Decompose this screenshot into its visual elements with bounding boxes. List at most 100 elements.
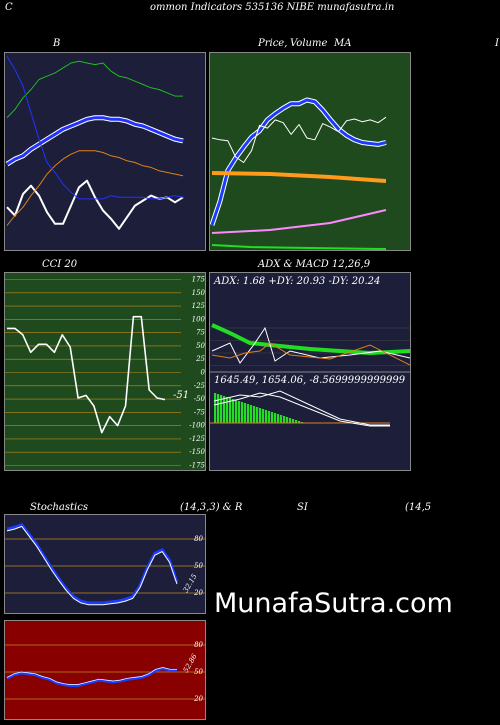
- macd-hist-bar: [250, 405, 253, 423]
- macd-hist-bar: [223, 396, 226, 423]
- rsi-tick-label: 80: [194, 641, 203, 649]
- macd-line: [213, 390, 390, 426]
- stoch-tick-label: 50: [194, 562, 203, 570]
- rsi-label-left: SI: [297, 502, 308, 513]
- watermark: MunafaSutra.com: [214, 588, 453, 619]
- macd-hist-bar: [292, 419, 295, 423]
- macd-hist-bar: [259, 408, 262, 423]
- macd-hist-bar: [286, 417, 289, 423]
- cci-tick-label: -100: [189, 422, 205, 430]
- stoch-panel: 80 50 20 32.15: [4, 514, 206, 614]
- stoch-k-line: [6, 523, 179, 605]
- macd-hist-bar: [280, 415, 283, 423]
- cci-tick-label: 75: [196, 329, 205, 337]
- price-ma-pink: [211, 209, 387, 234]
- price-line: [211, 116, 387, 163]
- price-label-b: Volume: [290, 38, 328, 49]
- price-ma-line: [210, 98, 387, 226]
- adx-chart: [210, 323, 410, 427]
- adx-label: ADX & MACD 12,26,9: [258, 259, 371, 270]
- macd-hist-bar: [220, 395, 223, 423]
- price-label-a: Price,: [258, 38, 288, 49]
- macd-hist-bar: [238, 401, 241, 423]
- cci-tick-label: -175: [189, 462, 205, 470]
- bb-series-4: [6, 56, 184, 200]
- stoch-tick-label: 20: [193, 589, 203, 597]
- cci-tick-label: 100: [192, 315, 206, 323]
- cci-panel: 175 150 125 100 75 50 25 0 -25 -50 -75 -100 -125 -150…: [4, 272, 206, 471]
- price-chart: [210, 97, 387, 250]
- adx-readout: ADX: 1.68 +DY: 20.93 -DY: 20.24: [214, 276, 381, 287]
- macd-readout: 1645.49, 1654.06, -8.5699999999999: [214, 375, 406, 386]
- bb-panel: [4, 52, 206, 251]
- header-corner: C: [5, 2, 13, 13]
- price-panel: [209, 52, 411, 251]
- macd-hist-bar: [283, 416, 286, 423]
- macd-hist-bar: [274, 413, 277, 423]
- rsi-tick-label: 20: [193, 695, 203, 703]
- bb-series-2: [6, 116, 184, 166]
- bb-series-3: [6, 150, 184, 226]
- page-title: ommon Indicators 535136 NIBE munafasutra…: [150, 2, 395, 13]
- bb-label: B: [53, 38, 61, 49]
- adx-plus-dy: [211, 326, 410, 364]
- stoch-label-left: Stochastics: [30, 502, 88, 513]
- macd-hist-bar: [265, 410, 268, 423]
- bb-mid-band-halo: [5, 115, 184, 167]
- cci-tick-label: 50: [196, 342, 205, 350]
- cci-tick-label: 0: [201, 369, 206, 377]
- macd-hist-bar: [241, 402, 244, 423]
- stoch-label-mid: (14,3,3) & R: [180, 502, 243, 513]
- cci-tick-label: 150: [192, 289, 206, 297]
- cci-tick-label: 175: [192, 276, 206, 284]
- cci-label: CCI 20: [42, 259, 78, 270]
- macd-hist-bar: [232, 399, 235, 423]
- price-ma-halo: [210, 97, 387, 226]
- macd-hist-bar: [271, 412, 274, 423]
- macd-hist-bar: [295, 420, 298, 423]
- adx-minus-dy: [211, 342, 410, 366]
- price-label-edge: I: [495, 38, 499, 49]
- macd-hist-bar: [244, 403, 247, 423]
- macd-signal-line: [213, 392, 390, 427]
- macd-hist-bar: [262, 409, 265, 423]
- cci-tick-label: 25: [195, 355, 205, 363]
- cci-tick-label: 125: [192, 302, 206, 310]
- macd-hist-bar: [289, 418, 292, 423]
- macd-hist-bar: [298, 421, 301, 423]
- rsi-tick-label: 50: [194, 668, 203, 676]
- cci-line: [7, 315, 166, 434]
- bb-series-1: [6, 60, 183, 119]
- macd-hist-bar: [247, 404, 250, 423]
- cci-tick-label: -25: [194, 382, 206, 390]
- adx-line: [211, 323, 410, 356]
- macd-hist-bar: [277, 414, 280, 423]
- stoch-d-line: [6, 525, 178, 606]
- macd-hist-bar: [268, 411, 271, 423]
- cci-chart: 175 150 125 100 75 50 25 0 -25 -50 -75 -100 -125 -150…: [5, 276, 206, 470]
- bb-series-0: [6, 179, 184, 230]
- rsi-line: [6, 666, 177, 687]
- cci-tick-label: -50: [194, 395, 206, 403]
- stoch-tick-label: 80: [194, 535, 203, 543]
- adx-panel: ADX: 1.68 +DY: 20.93 -DY: 20.24 1645.49,…: [209, 272, 411, 471]
- macd-hist-bar: [217, 394, 220, 423]
- cci-tick-label: -150: [189, 448, 205, 456]
- cci-tick-label: -125: [189, 435, 205, 443]
- rsi-label-right: (14,5: [405, 502, 432, 513]
- rsi-panel: 80 50 20 52.86: [4, 620, 206, 720]
- macd-hist-bar: [253, 406, 256, 423]
- volume-line: [211, 244, 387, 250]
- cci-value-label: -51: [173, 390, 190, 401]
- price-ma-orange: [211, 171, 387, 183]
- cci-tick-label: -75: [194, 408, 206, 416]
- macd-hist-bar: [256, 407, 259, 423]
- macd-hist-bar: [229, 398, 232, 423]
- bb-chart: [5, 56, 184, 230]
- rsi-signal-line: [6, 667, 177, 685]
- macd-hist-bar: [226, 397, 229, 423]
- macd-hist-bar: [235, 400, 238, 423]
- price-label-c: MA: [334, 38, 352, 49]
